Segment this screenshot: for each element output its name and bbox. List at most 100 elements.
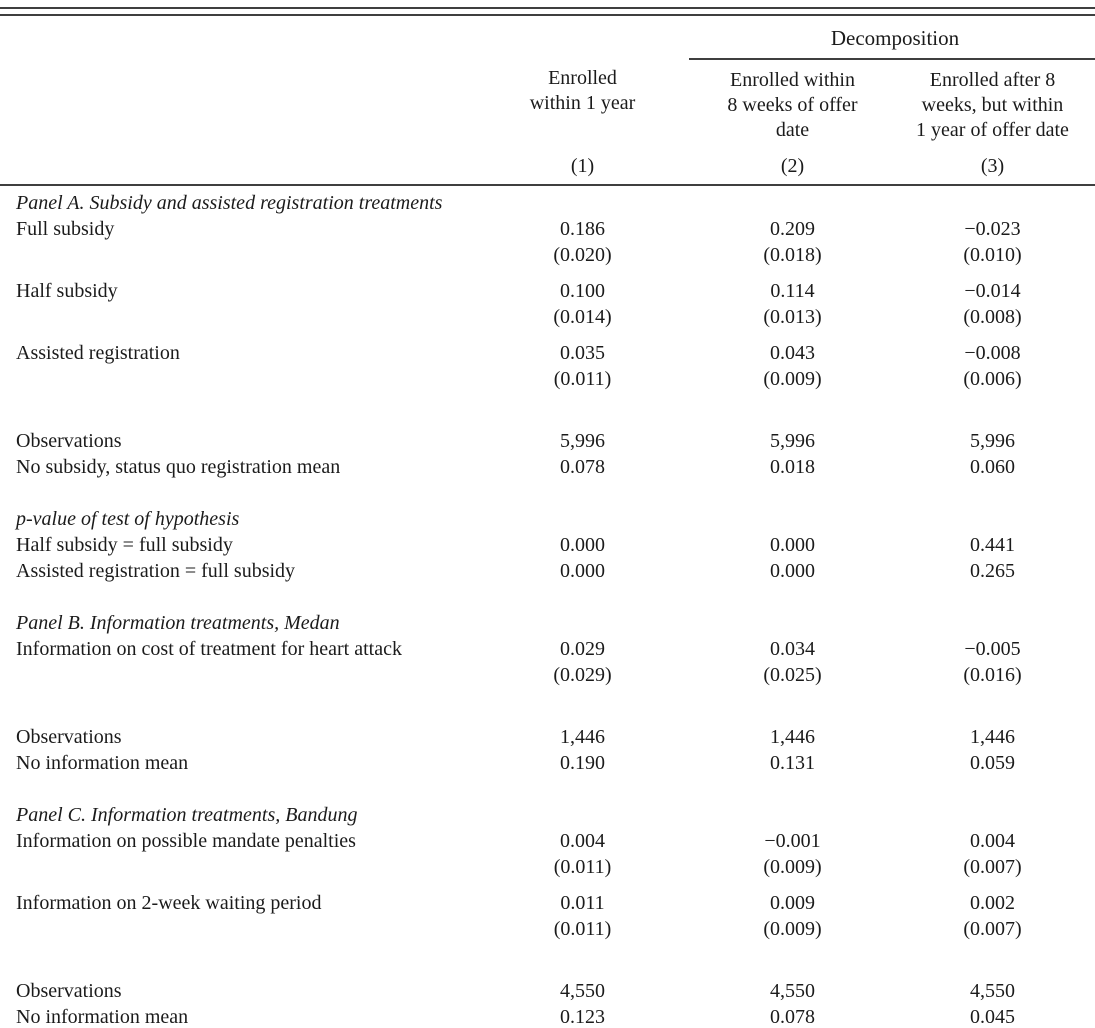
cell-value: 0.131 bbox=[770, 752, 815, 774]
row-label bbox=[0, 916, 470, 942]
cell-value: 0.004 bbox=[970, 830, 1015, 852]
cell-se: (0.010) bbox=[963, 244, 1022, 266]
cell-empty bbox=[890, 506, 1095, 532]
row-label: Information on cost of treatment for hea… bbox=[16, 638, 402, 660]
decomposition-label: Decomposition bbox=[830, 26, 960, 50]
cell-se: (0.029) bbox=[553, 664, 612, 686]
cell-value: 0.190 bbox=[560, 752, 605, 774]
cell-value: 0.045 bbox=[970, 1006, 1015, 1028]
stat-row: Observations 4,550 4,550 4,550 bbox=[0, 978, 1095, 1004]
cell-se: (0.013) bbox=[763, 306, 822, 328]
column-header-2: Enrolled within 8 weeks of offer date (2… bbox=[695, 60, 890, 184]
top-rule-inner bbox=[0, 14, 1095, 16]
cell-value: 5,996 bbox=[560, 430, 605, 452]
cell-se: (0.016) bbox=[963, 664, 1022, 686]
cell-se: (0.006) bbox=[963, 368, 1022, 390]
coefficient-block: Full subsidy 0.186 0.209 −0.023 (0.020) (0.01… bbox=[0, 216, 1095, 268]
cell-value: −0.023 bbox=[964, 218, 1021, 240]
row-label: Information on 2-week waiting period bbox=[16, 892, 322, 914]
cell-value: 0.000 bbox=[560, 534, 605, 556]
table-body: Panel A. Subsidy and assisted registrati… bbox=[0, 186, 1095, 1028]
cell-value: 5,996 bbox=[970, 430, 1015, 452]
cell-empty bbox=[470, 610, 695, 636]
row-label bbox=[0, 304, 470, 330]
coefficient-row: Half subsidy 0.100 0.114 −0.014 bbox=[0, 278, 1095, 304]
row-spacer bbox=[0, 480, 1095, 506]
cell-value: 0.029 bbox=[560, 638, 605, 660]
row-label bbox=[0, 242, 470, 268]
row-label: Half subsidy bbox=[16, 280, 118, 302]
cell-value: −0.008 bbox=[964, 342, 1021, 364]
row-label bbox=[0, 854, 470, 880]
row-spacer bbox=[0, 402, 1095, 428]
cell-value: 0.004 bbox=[560, 830, 605, 852]
column-header-1-title: Enrolled within 1 year bbox=[529, 67, 636, 114]
cell-value: 0.000 bbox=[560, 560, 605, 582]
row-label: Observations bbox=[16, 726, 122, 748]
cell-value: 1,446 bbox=[770, 726, 815, 748]
stat-row: Assisted registration = full subsidy 0.00… bbox=[0, 558, 1095, 584]
row-label: No information mean bbox=[16, 752, 189, 774]
decomposition-group: Decomposition Enrolled within 8 weeks of… bbox=[689, 16, 1095, 184]
column-header-2-number: (2) bbox=[780, 155, 805, 177]
stat-row: No information mean 0.190 0.131 0.059 bbox=[0, 750, 1095, 776]
cell-se: (0.007) bbox=[963, 918, 1022, 940]
stat-row: Observations 5,996 5,996 5,996 bbox=[0, 428, 1095, 454]
cell-value: 0.060 bbox=[970, 456, 1015, 478]
stat-row: No subsidy, status quo registration mean… bbox=[0, 454, 1095, 480]
cell-value: 1,446 bbox=[970, 726, 1015, 748]
cell-se: (0.020) bbox=[553, 244, 612, 266]
row-label: Panel C. Information treatments, Bandung bbox=[16, 804, 358, 826]
header-rule bbox=[0, 184, 1095, 186]
cell-empty bbox=[695, 506, 890, 532]
cell-value: 5,996 bbox=[770, 430, 815, 452]
row-spacer bbox=[0, 952, 1095, 978]
cell-value: 0.265 bbox=[970, 560, 1015, 582]
cell-value: 0.059 bbox=[970, 752, 1015, 774]
cell-value: 4,550 bbox=[970, 980, 1015, 1002]
decomposition-rule bbox=[689, 58, 1095, 60]
cell-value: 0.043 bbox=[770, 342, 815, 364]
cell-empty bbox=[695, 610, 890, 636]
cell-empty bbox=[890, 610, 1095, 636]
row-label: Panel B. Information treatments, Medan bbox=[16, 612, 340, 634]
row-spacer bbox=[0, 776, 1095, 802]
row-label: No information mean bbox=[16, 1006, 189, 1028]
cell-value: 0.441 bbox=[970, 534, 1015, 556]
panel-heading-row: p-value of test of hypothesis bbox=[0, 506, 1095, 532]
coefficient-row: Information on possible mandate penaltie… bbox=[0, 828, 1095, 854]
coefficient-row: Assisted registration 0.035 0.043 −0.008 bbox=[0, 340, 1095, 366]
row-label: p-value of test of hypothesis bbox=[16, 508, 240, 530]
cell-value: 0.011 bbox=[560, 892, 605, 914]
row-label: Half subsidy = full subsidy bbox=[16, 534, 233, 556]
cell-se: (0.018) bbox=[763, 244, 822, 266]
cell-se: (0.011) bbox=[553, 918, 612, 940]
standard-error-row: (0.014) (0.013) (0.008) bbox=[0, 304, 1095, 330]
cell-se: (0.008) bbox=[963, 306, 1022, 328]
cell-se: (0.007) bbox=[963, 856, 1022, 878]
row-label: Panel A. Subsidy and assisted registrati… bbox=[16, 192, 443, 214]
cell-value: −0.001 bbox=[764, 830, 821, 852]
cell-se: (0.011) bbox=[553, 856, 612, 878]
cell-se: (0.011) bbox=[553, 368, 612, 390]
coefficient-block: Information on cost of treatment for hea… bbox=[0, 636, 1095, 688]
stat-row: No information mean 0.123 0.078 0.045 bbox=[0, 1004, 1095, 1028]
row-label: Information on possible mandate penaltie… bbox=[16, 830, 356, 852]
column-header-3-number: (3) bbox=[980, 155, 1005, 177]
cell-value: 0.100 bbox=[560, 280, 605, 302]
cell-value: 0.000 bbox=[770, 560, 815, 582]
cell-value: 0.009 bbox=[770, 892, 815, 914]
row-label: Observations bbox=[16, 430, 122, 452]
coefficient-row: Full subsidy 0.186 0.209 −0.023 bbox=[0, 216, 1095, 242]
stat-row: Observations 1,446 1,446 1,446 bbox=[0, 724, 1095, 750]
row-spacer bbox=[0, 584, 1095, 610]
cell-empty bbox=[890, 802, 1095, 828]
cell-value: 0.000 bbox=[770, 534, 815, 556]
column-header-3-title: Enrolled after 8 weeks, but within 1 yea… bbox=[916, 69, 1069, 141]
row-label: Observations bbox=[16, 980, 122, 1002]
standard-error-row: (0.020) (0.018) (0.010) bbox=[0, 242, 1095, 268]
column-header-1: Enrolled within 1 year (1) bbox=[470, 16, 695, 184]
row-label: Full subsidy bbox=[16, 218, 115, 240]
cell-value: −0.014 bbox=[964, 280, 1021, 302]
journal-table: Enrolled within 1 year (1) Decomposition… bbox=[0, 7, 1095, 1028]
